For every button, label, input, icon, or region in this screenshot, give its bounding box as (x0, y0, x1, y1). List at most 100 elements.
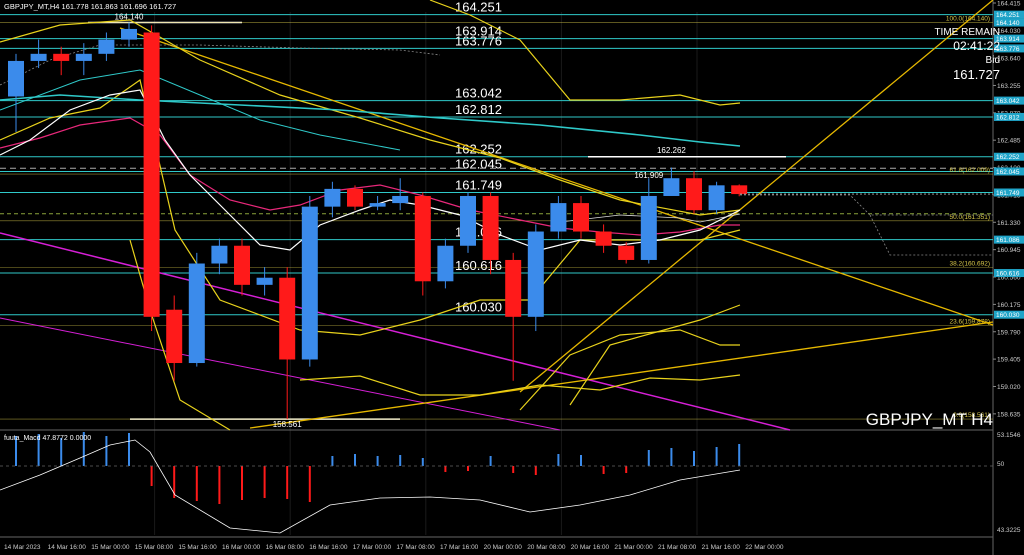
price-tick-label: 158.635 (997, 411, 1021, 418)
extreme-price-label: 162.262 (657, 146, 686, 155)
candle (663, 167, 680, 196)
candle-body (234, 245, 250, 285)
magenta-trendline-lower (0, 317, 561, 431)
macd-label: fuuta_Macd 47.8772 0.0000 (4, 435, 91, 442)
candle (505, 252, 522, 381)
time-tick-label: 21 Mar 00:00 (614, 544, 653, 551)
price-level-label: 161.749 (455, 178, 502, 193)
candle-body (708, 185, 725, 211)
candle (392, 178, 409, 211)
candle-body (347, 188, 363, 207)
symbol-watermark: GBPJPY_MT H4 (866, 410, 993, 429)
price-level-label: 160.616 (455, 258, 502, 273)
macd-signal-line (0, 439, 741, 534)
price-highlight: 160.030 (994, 310, 1024, 319)
time-remain-value: 02:41:22 (953, 39, 1000, 53)
price-highlight: 163.042 (994, 96, 1024, 105)
candle (211, 238, 228, 275)
price-highlight-box (994, 310, 1024, 319)
price-highlight-box (994, 10, 1024, 19)
time-tick-label: 17 Mar 08:00 (396, 544, 435, 551)
price-level-label: 163.042 (455, 86, 502, 101)
candle-body (618, 245, 635, 260)
candle (98, 32, 115, 61)
candle-body (437, 245, 454, 282)
price-level-label: 163.776 (455, 33, 502, 48)
extreme-price-label: 164.140 (115, 13, 144, 22)
price-highlight-box (994, 96, 1024, 105)
price-highlight-label: 161.086 (996, 237, 1020, 244)
time-tick-label: 17 Mar 00:00 (353, 544, 392, 551)
price-highlight-label: 162.045 (996, 169, 1020, 176)
candle (414, 192, 431, 296)
price-tick-label: 161.330 (997, 220, 1021, 227)
candle (573, 195, 589, 239)
candle-body (143, 32, 160, 317)
price-highlight: 162.812 (994, 112, 1024, 121)
candle-body (279, 277, 296, 360)
price-highlight-box (994, 167, 1024, 176)
candle-body (731, 185, 748, 195)
extreme-price-label: 161.909 (634, 171, 663, 180)
time-tick-label: 20 Mar 00:00 (484, 544, 523, 551)
price-tick-label: 163.640 (997, 56, 1021, 63)
price-highlight-label: 164.140 (996, 20, 1020, 27)
price-highlight-box (994, 18, 1024, 27)
candle (188, 252, 205, 367)
candle-body (482, 195, 499, 260)
candle-body (527, 231, 544, 317)
price-highlight-box (994, 44, 1024, 53)
time-tick-label: 15 Mar 08:00 (135, 544, 174, 551)
candle-body (211, 245, 228, 264)
candle-body (324, 188, 341, 207)
time-tick-label: 16 Mar 08:00 (266, 544, 305, 551)
middle-band (0, 78, 741, 336)
fib-level-label: 23.6(159.878) (950, 318, 990, 325)
candle (347, 185, 363, 211)
lower-band (129, 239, 231, 431)
price-highlight: 162.252 (994, 152, 1024, 161)
candle-body (75, 53, 92, 61)
price-tick-label: 160.945 (997, 247, 1021, 254)
bid-value: 161.727 (953, 67, 1000, 82)
candle-body (121, 28, 137, 40)
cyan-ma (0, 69, 401, 151)
cyan-ma-long (0, 94, 741, 147)
price-tick-label: 159.020 (997, 384, 1021, 391)
price-highlight-label: 162.812 (996, 114, 1020, 121)
price-highlight: 163.776 (994, 44, 1024, 53)
candle (121, 22, 137, 47)
price-highlight: 161.749 (994, 188, 1024, 197)
price-highlight-box (994, 269, 1024, 278)
candle (731, 184, 748, 197)
price-highlight: 163.914 (994, 34, 1024, 43)
price-highlight-box (994, 152, 1024, 161)
time-tick-label: 21 Mar 16:00 (702, 544, 741, 551)
extreme-price-label: 158.561 (273, 420, 302, 429)
candle-body (8, 60, 24, 97)
white-ma-2 (559, 213, 741, 223)
time-tick-label: 17 Mar 16:00 (440, 544, 479, 551)
candle (640, 178, 657, 264)
macd-tick-label: 43.3225 (997, 527, 1021, 534)
price-tick-label: 159.790 (997, 329, 1021, 336)
falling-trendline (119, 27, 994, 326)
candle (324, 181, 341, 218)
candle (708, 181, 725, 214)
candle-body (256, 277, 273, 285)
candle (595, 224, 612, 253)
price-highlight-box (994, 188, 1024, 197)
price-highlight-box (994, 112, 1024, 121)
candle-body (460, 195, 476, 246)
candle (460, 192, 476, 253)
candle (166, 295, 183, 381)
time-tick-label: 15 Mar 00:00 (91, 544, 130, 551)
time-tick-label: 14 Mar 16:00 (48, 544, 87, 551)
fib-level-label: 38.2(160.692) (950, 261, 990, 268)
candle (143, 25, 160, 332)
fib-level-label: 61.8(162.009) (950, 167, 990, 174)
projection-2 (869, 214, 993, 256)
pink-ma (0, 117, 740, 236)
